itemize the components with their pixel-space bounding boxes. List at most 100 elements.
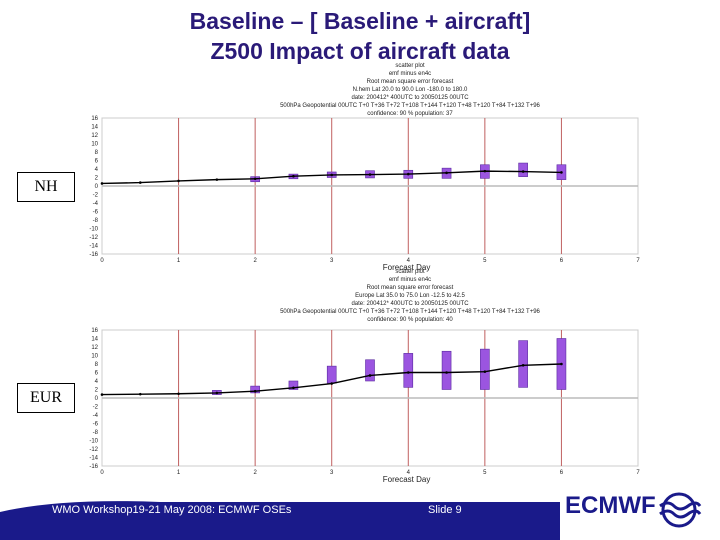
chart1-header-line: Root mean square error forecast (366, 79, 454, 85)
eur-y-tick-label: 12 (91, 345, 98, 351)
eur-box (441, 350, 452, 390)
eur-point (445, 371, 448, 374)
ecmwf-logo-icon (659, 492, 702, 528)
nh-y-tick-label: -14 (89, 244, 98, 250)
eur-point (521, 363, 525, 367)
chart1-header: scatter plot emf minus en4c Root mean sq… (180, 62, 640, 118)
chart1-header-line: scatter plot (395, 63, 425, 69)
eur-box (403, 353, 414, 388)
eur-point (368, 374, 372, 377)
nh-point (521, 170, 525, 173)
nh-point (215, 178, 219, 181)
eur-point (406, 371, 410, 374)
eur-y-tick-label: 4 (95, 379, 99, 385)
eur-point (253, 389, 257, 393)
nh-y-tick-label: 10 (91, 142, 98, 148)
eur-box (288, 380, 299, 390)
eur-y-tick-label: -16 (89, 464, 98, 470)
eur-y-tick-label: 2 (95, 388, 99, 394)
chart2-header-line: emf minus en4c (388, 277, 432, 283)
eur-point (292, 386, 295, 390)
nh-y-tick-label: -10 (89, 227, 98, 233)
eur-y-tick-label: 16 (91, 328, 98, 334)
nh-y-tick-label: -8 (93, 218, 99, 224)
nh-x-tick-label: 4 (407, 258, 411, 264)
nh-point (330, 173, 334, 177)
nh-y-tick-label: 2 (95, 176, 99, 182)
slide-title-line2: Z500 Impact of aircraft data (210, 38, 510, 64)
nh-x-tick-label: 5 (483, 258, 487, 264)
chart1-header-line: 500hPa Geopotential 00UTC T+0 T+36 T+72 … (280, 103, 540, 109)
eur-box (365, 359, 375, 382)
eur-point (215, 391, 219, 395)
nh-x-tick-label: 2 (253, 258, 257, 264)
nh-point (445, 171, 448, 175)
slide-title-line1: Baseline – [ Baseline + aircraft] (189, 8, 531, 34)
nh-y-tick-label: 16 (91, 116, 98, 122)
eur-y-tick-label: 14 (91, 337, 98, 343)
nh-y-tick-label: -12 (89, 235, 98, 241)
eur-y-tick-label: 6 (95, 371, 99, 377)
eur-y-tick-label: 0 (95, 396, 99, 402)
eur-x-tick-label: 7 (636, 470, 640, 476)
nh-point (292, 174, 295, 178)
eur-point (100, 393, 104, 396)
nh-x-tick-label: 3 (330, 258, 334, 264)
nh-point (138, 181, 142, 184)
nh-y-tick-label: 12 (91, 133, 98, 139)
nh-point (368, 173, 372, 176)
eur-point (177, 392, 180, 396)
nh-y-tick-label: 4 (95, 167, 99, 173)
chart1-header-line: emf minus en4c (388, 71, 432, 77)
chart2-header-line: confidence: 90 % population: 40 (367, 317, 453, 323)
slide-number: Slide 9 (428, 504, 462, 516)
nh-y-tick-label: -16 (89, 252, 98, 258)
eur-box (480, 348, 490, 390)
nh-x-tick-label: 0 (100, 258, 104, 264)
nh-y-tick-label: 0 (95, 184, 99, 190)
eur-y-tick-label: 8 (95, 362, 99, 368)
footer-bar (0, 501, 560, 540)
eur-y-tick-label: 10 (91, 354, 98, 360)
eur-y-tick-label: -14 (89, 456, 98, 462)
nh-point (483, 169, 487, 173)
nh-x-axis-label: Forecast Day (383, 263, 431, 272)
eur-x-tick-label: 4 (407, 470, 411, 476)
nh-point (253, 177, 257, 181)
eur-box (250, 385, 260, 394)
eur-x-tick-label: 0 (100, 470, 104, 476)
eur-x-axis-label: Forecast Day (383, 475, 431, 484)
nh-x-tick-label: 6 (560, 258, 564, 264)
chart2-header-line: Root mean square error forecast (366, 285, 454, 291)
region-label-nh: NH (17, 172, 75, 202)
eur-y-tick-label: -8 (93, 430, 99, 436)
nh-y-tick-label: -6 (93, 210, 99, 216)
footer-workshop-text: WMO Workshop19-21 May 2008: ECMWF OSEs (52, 504, 292, 516)
eur-y-tick-label: -4 (93, 413, 99, 419)
eur-point (560, 362, 563, 366)
nh-point (406, 172, 410, 176)
chart2-header-line: scatter plot (395, 269, 425, 275)
eur-point (330, 382, 334, 385)
eur-y-tick-label: -10 (89, 439, 98, 445)
eur-point (138, 392, 142, 396)
chart2-header-line: Europe Lat 35.0 to 75.0 Lon -12.5 to 42.… (355, 293, 465, 299)
eur-x-tick-label: 3 (330, 470, 334, 476)
chart1-header-line: N.hem Lat 20.0 to 90.0 Lon -180.0 to 180… (352, 87, 468, 93)
nh-box (518, 162, 528, 177)
nh-y-tick-label: 14 (91, 125, 98, 131)
chart1-header-line: date: 200412* 400UTC to 20050125 00UTC (351, 95, 469, 101)
chart2-header: scatter plot emf minus en4c Root mean sq… (180, 268, 640, 324)
nh-point (100, 182, 104, 185)
eur-x-tick-label: 2 (253, 470, 257, 476)
region-label-eur: EUR (17, 383, 75, 413)
chart2-header-line: date: 200412* 400UTC to 20050125 00UTC (351, 301, 469, 307)
nh-point (177, 179, 180, 183)
chart1-header-line: confidence: 90 % population: 37 (367, 111, 453, 117)
eur-x-tick-label: 1 (177, 470, 181, 476)
eur-box (326, 365, 337, 384)
eur-x-tick-label: 5 (483, 470, 487, 476)
nh-x-tick-label: 7 (636, 258, 640, 264)
